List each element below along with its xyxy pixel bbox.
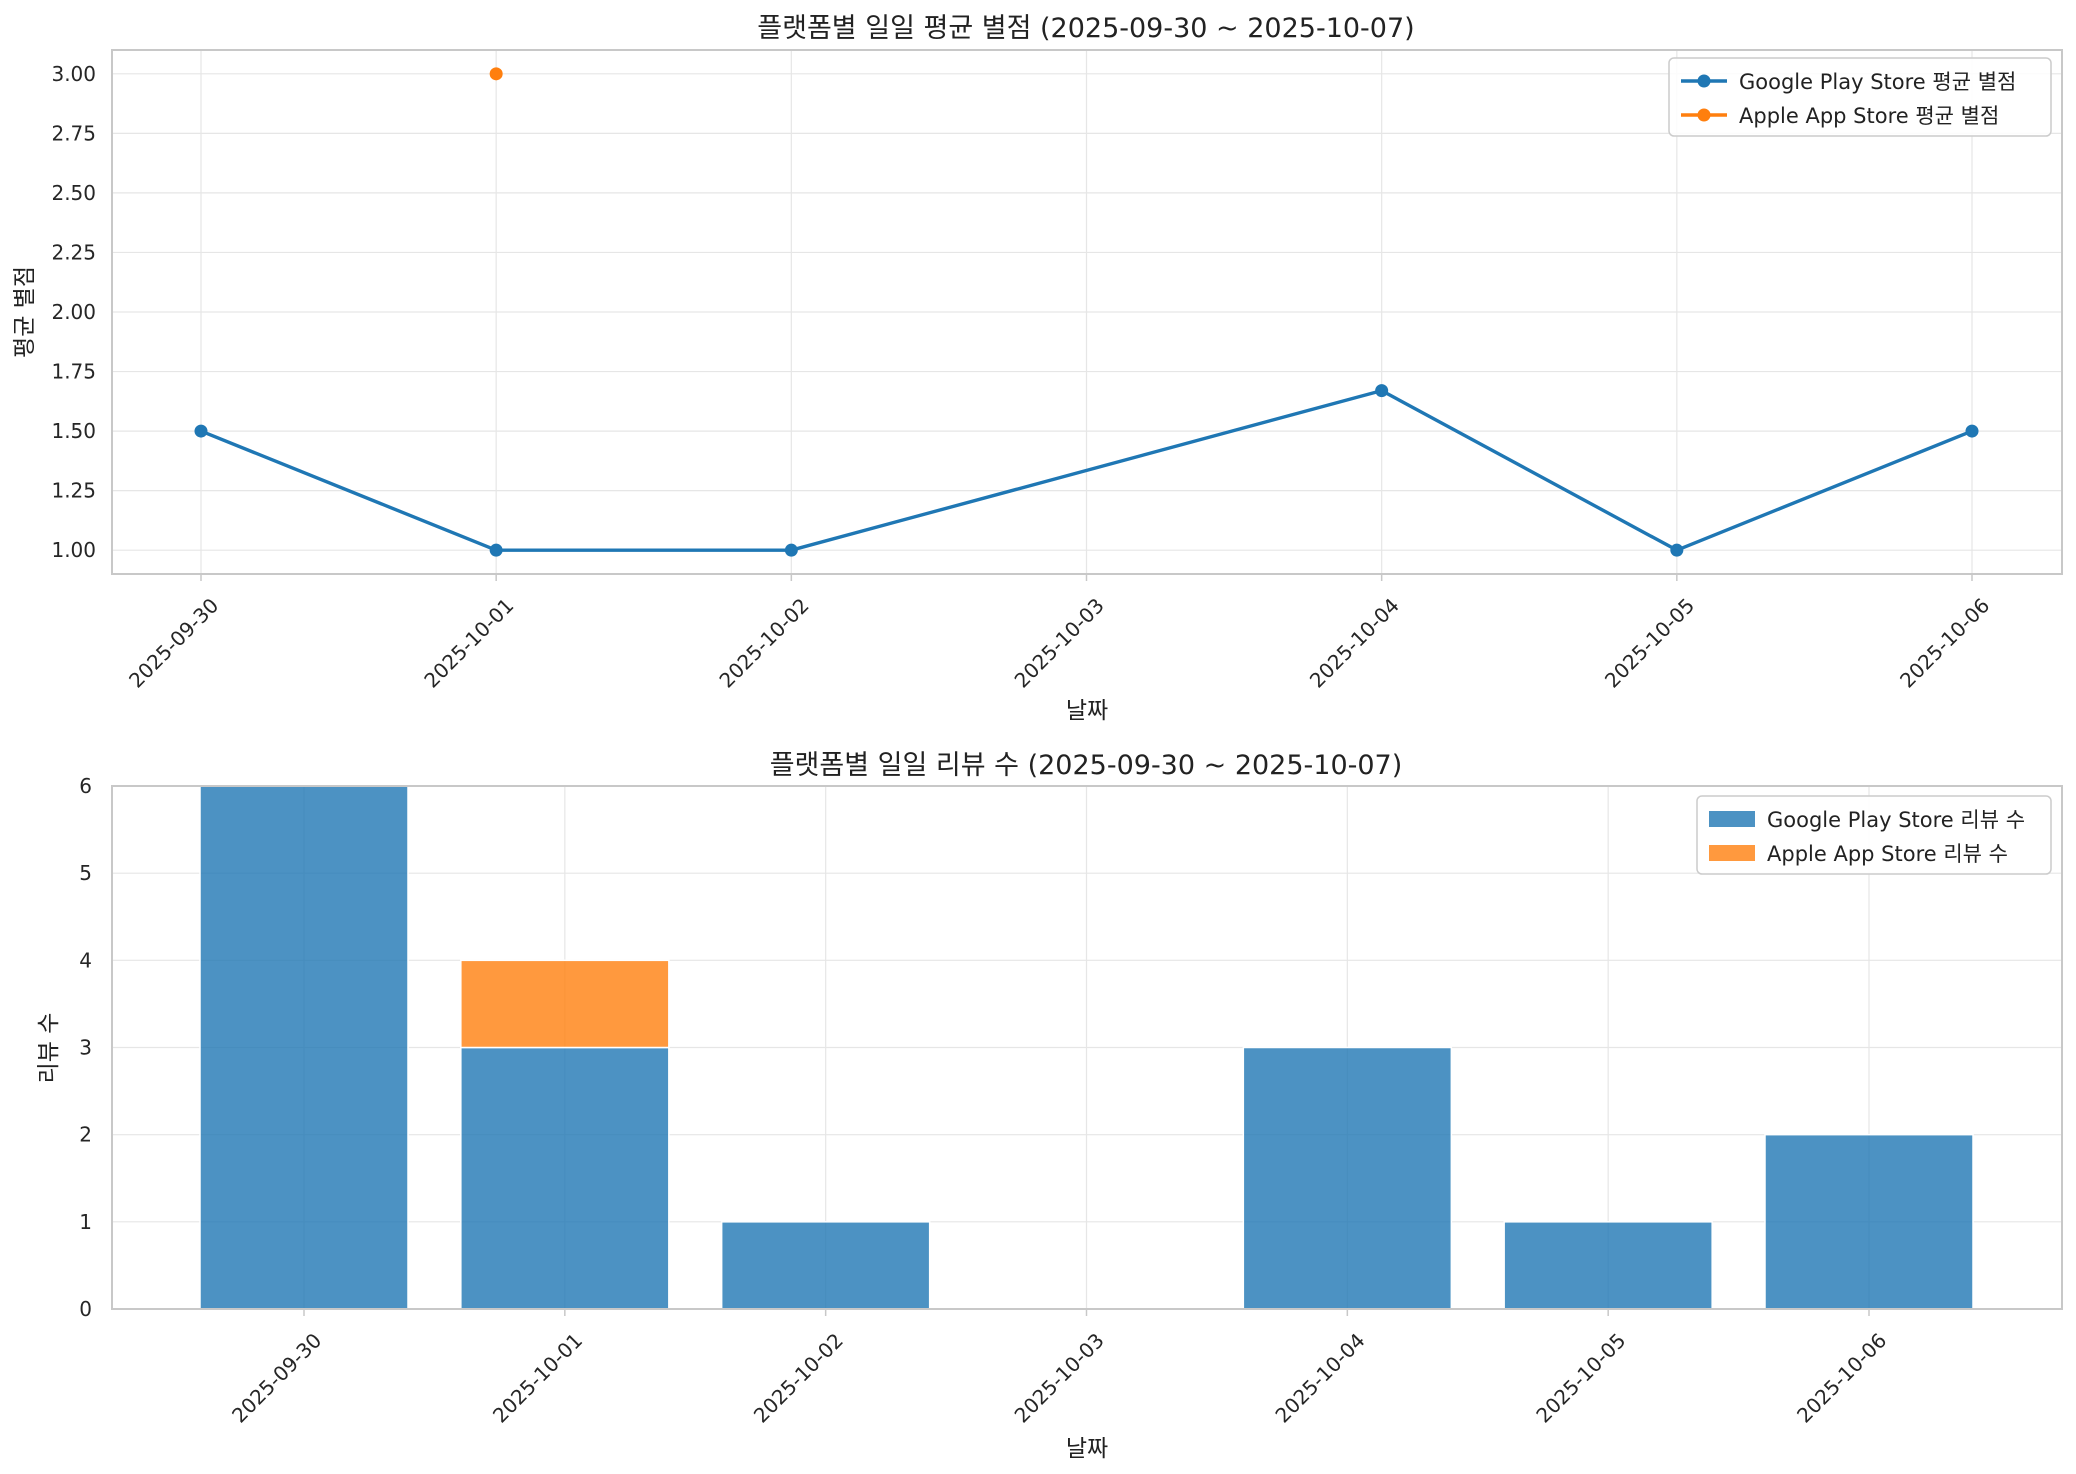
chart2-x-tick-label: 2025-10-05 xyxy=(1531,1328,1630,1427)
chart1-y-tick-label: 1.75 xyxy=(51,360,96,384)
chart1-data-point xyxy=(784,543,798,557)
chart2-legend-swatch xyxy=(1709,811,1755,827)
chart1-y-tick-label: 1.00 xyxy=(51,538,96,562)
chart2-series xyxy=(199,785,1974,1310)
chart2-x-tick-label: 2025-09-30 xyxy=(227,1328,326,1427)
chart2-x-tick-label: 2025-10-01 xyxy=(488,1328,587,1427)
chart1-x-ticks: 2025-09-30 2025-10-01 2025-10-02 2025-10-03… xyxy=(124,574,1994,692)
chart2-y-tick-label: 2 xyxy=(79,1123,92,1147)
chart1-legend-marker xyxy=(1697,74,1711,88)
chart1-legend-box xyxy=(1668,57,2052,137)
chart1-series-line xyxy=(200,388,1973,552)
chart2-bar xyxy=(199,785,409,1310)
chart2-title: 플랫폼별 일일 리뷰 수 (2025-09-30 ~ 2025-10-07) xyxy=(770,750,1403,781)
chart1-x-tick-label: 2025-10-04 xyxy=(1305,593,1404,692)
chart2-y-tick-label: 3 xyxy=(79,1036,92,1060)
chart2-legend: Google Play Store 리뷰 수 Apple App Store 리뷰… xyxy=(1696,795,2052,875)
chart1-grid xyxy=(112,50,2062,574)
chart1-legend-label: Apple App Store 평균 별점 xyxy=(1739,104,1999,128)
chart2-legend-label: Apple App Store 리뷰 수 xyxy=(1767,842,2008,866)
chart2-legend-swatch xyxy=(1709,845,1755,861)
chart1-y-ticks: 1.00 1.25 1.50 1.75 2.00 2.25 2.50 2.75 3.00 xyxy=(51,62,96,562)
chart2-xlabel: 날짜 xyxy=(1066,1436,1108,1462)
chart2-y-tick-label: 0 xyxy=(79,1297,92,1321)
chart1-data-point xyxy=(1670,543,1684,557)
chart1-x-tick-label: 2025-10-01 xyxy=(419,593,518,692)
chart2-frame xyxy=(111,785,2063,1310)
chart1-data-point xyxy=(1375,384,1389,398)
chart1-series xyxy=(194,67,1979,557)
chart2-y-tick-label: 1 xyxy=(79,1210,92,1234)
chart2-y-tick-label: 4 xyxy=(79,948,92,972)
chart1-legend: Google Play Store 평균 별점 Apple App Store 평… xyxy=(1668,57,2052,137)
chart2-bar xyxy=(460,959,670,1049)
chart1-x-tick-label: 2025-10-05 xyxy=(1600,593,1699,692)
chart1-x-tick-label: 2025-10-02 xyxy=(714,593,813,692)
chart2-ylabel: 리뷰 수 xyxy=(36,1013,62,1084)
chart1-y-tick-label: 2.25 xyxy=(51,240,96,264)
chart2-x-ticks: 2025-09-30 2025-10-01 2025-10-02 2025-10-03… xyxy=(227,1309,1891,1427)
chart1-y-tick-label: 2.75 xyxy=(51,121,96,145)
review-count-bar-chart: 플랫폼별 일일 리뷰 수 (2025-09-30 ~ 2025-10-07) 0… xyxy=(36,750,2063,1462)
chart1-legend-marker xyxy=(1697,108,1711,122)
chart1-ylabel: 평균 별점 xyxy=(12,266,38,358)
chart2-y-ticks: 0 1 2 3 4 5 6 xyxy=(79,774,92,1321)
chart1-y-tick-label: 2.50 xyxy=(51,181,96,205)
chart2-bar xyxy=(460,1046,670,1310)
chart1-data-point xyxy=(489,67,503,81)
chart1-x-tick-label: 2025-10-06 xyxy=(1895,593,1994,692)
chart2-legend-box xyxy=(1696,795,2052,875)
chart1-y-tick-label: 1.50 xyxy=(51,419,96,443)
rating-line-chart: 플랫폼별 일일 평균 별점 (2025-09-30 ~ 2025-10-07) … xyxy=(12,13,2063,724)
chart2-bar xyxy=(720,1221,931,1310)
chart1-x-tick-label: 2025-09-30 xyxy=(124,593,223,692)
chart1-frame xyxy=(111,49,2063,575)
chart1-xlabel: 날짜 xyxy=(1066,698,1108,724)
chart2-x-tick-label: 2025-10-04 xyxy=(1270,1328,1369,1427)
chart2-bar xyxy=(1503,1221,1713,1310)
chart1-data-point xyxy=(1965,424,1979,438)
chart2-x-tick-label: 2025-10-03 xyxy=(1010,1328,1109,1427)
chart1-y-tick-label: 1.25 xyxy=(51,479,96,503)
chart1-title: 플랫폼별 일일 평균 별점 (2025-09-30 ~ 2025-10-07) xyxy=(757,13,1414,44)
chart1-legend-label: Google Play Store 평균 별점 xyxy=(1739,70,2016,94)
chart1-y-tick-label: 3.00 xyxy=(51,62,96,86)
chart2-x-tick-label: 2025-10-06 xyxy=(1792,1328,1891,1427)
chart2-y-tick-label: 5 xyxy=(79,861,92,885)
chart1-data-point xyxy=(194,424,208,438)
chart2-legend-label: Google Play Store 리뷰 수 xyxy=(1767,808,2025,832)
chart1-y-tick-label: 2.00 xyxy=(51,300,96,324)
chart1-x-tick-label: 2025-10-03 xyxy=(1010,593,1109,692)
chart1-data-point xyxy=(489,543,503,557)
chart2-bar xyxy=(1764,1133,1974,1310)
chart2-x-tick-label: 2025-10-02 xyxy=(749,1328,848,1427)
chart2-bar xyxy=(1242,1046,1453,1310)
chart2-y-tick-label: 6 xyxy=(79,774,92,798)
